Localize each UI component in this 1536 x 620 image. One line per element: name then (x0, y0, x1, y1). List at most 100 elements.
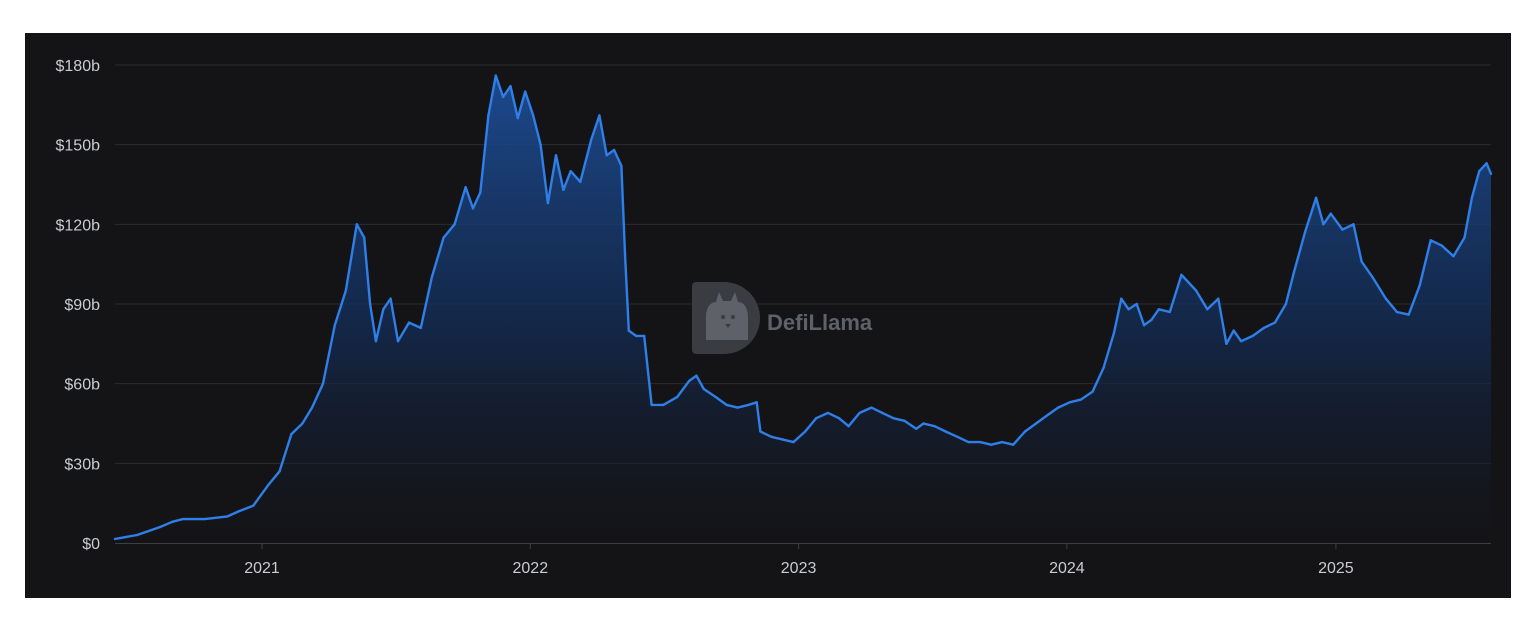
data-point (1142, 324, 1146, 327)
data-point (1012, 443, 1015, 446)
data-point (792, 440, 795, 444)
data-point (363, 236, 366, 239)
x-axis: 2021 2022 2023 2024 2025 (244, 543, 1354, 577)
data-point (1395, 310, 1399, 314)
data-point (956, 435, 959, 438)
data-point (310, 406, 314, 409)
data-point (804, 430, 807, 433)
watermark: DefiLlama (692, 282, 873, 354)
data-point (181, 517, 184, 521)
data-point (579, 180, 582, 183)
data-point (922, 422, 925, 425)
data-point (554, 154, 558, 157)
data-point (419, 326, 422, 330)
y-axis: $0 $30b $60b $90b $120b $150b $180b (56, 58, 101, 553)
data-point (1478, 170, 1481, 173)
data-point (1112, 332, 1116, 335)
data-point (278, 470, 281, 473)
data-point (135, 533, 139, 537)
data-point (1239, 340, 1243, 343)
data-point (471, 207, 475, 210)
watermark-text: DefiLlama (767, 310, 873, 335)
data-point (781, 438, 784, 441)
data-point (620, 164, 623, 168)
data-point (714, 395, 717, 399)
data-point (494, 74, 497, 77)
data-point (1056, 406, 1060, 409)
data-point (1262, 326, 1266, 330)
data-point (501, 95, 505, 99)
data-point (1352, 223, 1355, 226)
data-point (967, 440, 970, 444)
data-point (770, 435, 773, 438)
data-point (662, 403, 665, 407)
data-point (321, 382, 325, 385)
data-points (113, 74, 1493, 541)
data-point (569, 170, 572, 173)
data-point (687, 379, 691, 383)
data-point (389, 297, 392, 300)
data-point (1485, 162, 1488, 165)
data-point (903, 419, 906, 422)
data-point (430, 276, 433, 279)
data-point (442, 236, 445, 239)
data-point (1232, 329, 1235, 332)
data-point (301, 422, 304, 425)
data-point (1303, 231, 1307, 234)
data-point (516, 116, 519, 120)
data-point (1195, 289, 1198, 292)
data-point (524, 90, 527, 93)
data-point (1251, 334, 1255, 338)
data-point (826, 411, 830, 415)
data-point (1429, 239, 1432, 242)
data-point (1068, 401, 1072, 404)
data-point (382, 308, 385, 311)
data-point (623, 255, 627, 258)
data-point (1371, 276, 1374, 279)
data-point (1127, 308, 1130, 311)
data-point (847, 425, 850, 428)
data-point (627, 329, 630, 332)
data-point (1284, 302, 1288, 306)
data-point (1023, 430, 1027, 433)
data-point (1135, 302, 1138, 306)
data-point (1418, 284, 1421, 287)
data-point (1217, 297, 1220, 300)
data-point (650, 403, 653, 407)
data-point (479, 191, 482, 194)
data-point (990, 443, 993, 446)
data-point (634, 334, 638, 338)
data-point (1102, 366, 1105, 369)
data-point (598, 114, 601, 117)
data-point (676, 395, 679, 399)
data-point (1329, 212, 1333, 215)
data-point (1407, 313, 1410, 316)
data-point (605, 154, 608, 157)
data-point (226, 515, 229, 518)
data-point (1341, 228, 1344, 231)
data-point (1120, 297, 1123, 300)
data-point (546, 201, 550, 205)
data-point (702, 387, 705, 391)
data-point (881, 411, 884, 415)
y-tick-label: $120b (56, 217, 101, 234)
data-point (290, 432, 293, 436)
data-point (464, 186, 467, 189)
data-point (113, 537, 117, 541)
data-point (725, 403, 728, 407)
data-point (396, 340, 400, 343)
data-point (158, 525, 161, 529)
data-point (453, 223, 456, 226)
y-tick-label: $150b (56, 138, 101, 155)
data-point (1206, 308, 1209, 311)
data-point (1463, 236, 1466, 239)
data-point (590, 138, 593, 141)
y-tick-label: $90b (64, 297, 100, 314)
llama-logo-icon (692, 282, 760, 354)
data-point (539, 143, 542, 146)
data-point (344, 289, 347, 292)
data-point (1470, 196, 1474, 199)
data-point (1322, 223, 1325, 226)
data-point (612, 148, 616, 152)
data-point (374, 340, 378, 343)
